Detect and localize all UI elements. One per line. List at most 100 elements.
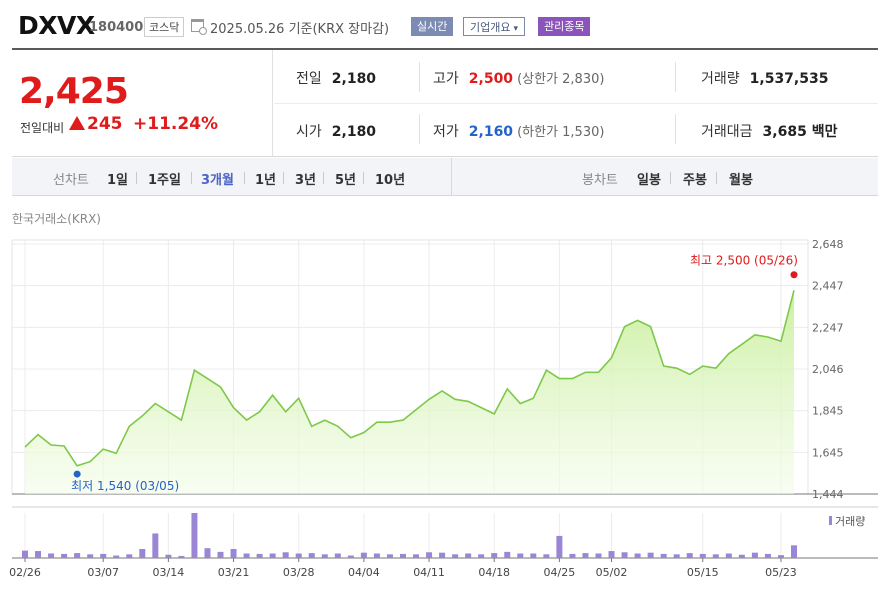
change-percent: +11.24%	[133, 114, 219, 134]
volume-bar	[777, 555, 784, 558]
volume-bar	[126, 554, 133, 558]
volume-bar	[256, 553, 263, 558]
volume-bar	[282, 552, 289, 558]
tab-5y[interactable]: 5년	[335, 173, 357, 188]
managed-stock-badge: 관리종목	[538, 17, 591, 36]
column-divider	[419, 114, 420, 144]
x-tick-label: 05/23	[765, 566, 797, 579]
y-tick-label: 2,046	[812, 363, 844, 376]
x-tick-label: 04/25	[544, 566, 576, 579]
volume-bar	[699, 553, 706, 558]
volume-bar	[751, 552, 758, 558]
open-price: 시가 2,180	[296, 121, 376, 141]
tab-3y[interactable]: 3년	[295, 173, 317, 188]
high-label: 최고 2,500 (05/26)	[690, 254, 798, 268]
amount-label: 거래대금	[701, 124, 753, 140]
low-price: 저가 2,160 (하한가 1,530)	[433, 121, 604, 141]
volume-bar	[791, 545, 797, 558]
volume-bar	[386, 554, 393, 558]
volume-bar	[478, 554, 485, 558]
current-price-box: 2,425 전일대비 245 +11.24%	[12, 50, 273, 157]
volume-bar	[269, 553, 276, 558]
tab-divider	[191, 172, 192, 184]
tabs-split-divider	[451, 158, 452, 196]
volume-bar	[334, 553, 341, 558]
volume-bar	[217, 551, 224, 558]
prev-close-label: 전일	[296, 71, 322, 87]
tab-divider	[670, 172, 671, 184]
tab-1y[interactable]: 1년	[255, 173, 277, 188]
y-tick-label: 1,645	[812, 446, 844, 459]
volume-bar	[530, 553, 537, 558]
volume-bar	[243, 553, 250, 558]
company-overview-label: 기업개요	[470, 21, 511, 34]
volume-value: 1,537,535	[749, 71, 829, 87]
calendar-clock-icon	[191, 19, 207, 35]
volume-bar	[113, 555, 120, 558]
volume-bar	[595, 553, 602, 558]
volume-bar	[48, 553, 55, 558]
chevron-down-icon: ▾	[513, 24, 519, 34]
x-tick-label: 04/11	[413, 566, 445, 579]
volume-bar	[360, 552, 367, 558]
stock-header: DXVX 180400 코스닥 2025.05.26 기준(KRX 장마감) 실…	[0, 0, 878, 50]
volume-bar	[491, 553, 498, 558]
tab-divider	[716, 172, 717, 184]
volume-bar	[426, 552, 433, 558]
volume-label: 거래량	[701, 71, 740, 87]
column-divider	[675, 114, 676, 144]
volume-bar	[74, 553, 81, 558]
volume-bar	[373, 553, 380, 558]
volume-bar	[87, 554, 94, 558]
realtime-button[interactable]: 실시간	[411, 17, 454, 36]
current-price: 2,425	[19, 71, 129, 112]
volume-bar	[35, 551, 42, 558]
volume-bar	[764, 553, 771, 558]
low-label: 최저 1,540 (03/05)	[71, 479, 179, 493]
volume-bar	[686, 553, 693, 558]
volume-bar	[608, 551, 615, 558]
change-label: 전일대비	[20, 121, 65, 135]
prev-close: 전일 2,180	[296, 68, 376, 88]
tab-monthly[interactable]: 월봉	[729, 173, 753, 188]
tab-1w[interactable]: 1주일	[148, 173, 181, 188]
line-chart-label: 선차트	[53, 173, 89, 188]
x-tick-label: 04/18	[478, 566, 510, 579]
tab-divider	[363, 172, 364, 184]
x-tick-label: 03/28	[283, 566, 315, 579]
volume-bar	[308, 553, 315, 558]
volume-bar	[230, 549, 237, 558]
volume-bar	[22, 550, 28, 558]
row-divider	[274, 103, 878, 104]
tab-divider	[323, 172, 324, 184]
high-label: 고가	[433, 71, 459, 87]
tab-10y[interactable]: 10년	[375, 173, 406, 188]
trade-volume: 거래량 1,537,535	[701, 68, 828, 88]
tab-3m[interactable]: 3개월	[201, 173, 234, 188]
column-divider	[419, 62, 420, 92]
stock-name: DXVX	[18, 11, 95, 40]
tab-daily[interactable]: 일봉	[637, 173, 661, 188]
tab-weekly[interactable]: 주봉	[683, 173, 707, 188]
base-date: 2025.05.26 기준(KRX 장마감)	[210, 22, 390, 37]
volume-bar	[321, 554, 328, 558]
volume-bar	[673, 554, 680, 558]
volume-bar	[738, 554, 745, 558]
volume-bar	[517, 553, 524, 558]
volume-bar	[621, 552, 628, 558]
volume-bar	[660, 553, 667, 558]
volume-bar	[725, 553, 732, 558]
volume-bar	[191, 513, 198, 558]
volume-bar	[413, 554, 420, 558]
exchange-label: 한국거래소(KRX)	[12, 212, 101, 226]
low-label: 저가	[433, 124, 459, 140]
tab-divider	[244, 172, 245, 184]
high-value: 2,500	[468, 71, 514, 87]
y-tick-label: 2,247	[812, 321, 844, 334]
x-tick-label: 03/14	[153, 566, 185, 579]
company-overview-dropdown[interactable]: 기업개요 ▾	[463, 17, 526, 36]
tab-1d[interactable]: 1일	[107, 173, 129, 188]
volume-bar	[465, 553, 472, 558]
prev-close-value: 2,180	[331, 71, 377, 87]
